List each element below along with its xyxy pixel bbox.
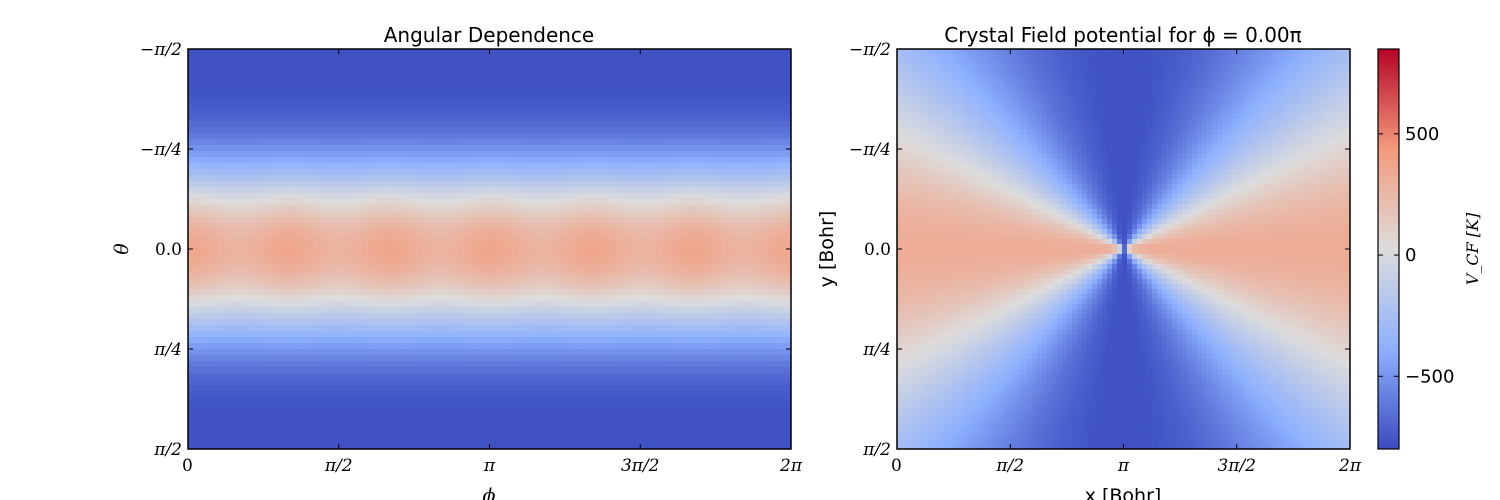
y-tick-label: π/4 bbox=[153, 340, 182, 360]
y-tick-label: −π/4 bbox=[849, 140, 891, 160]
plot2-ylabel: y [Bohr] bbox=[816, 211, 838, 288]
y-tick-label: π/2 bbox=[153, 440, 182, 460]
x-tick-label: 2π bbox=[1338, 456, 1362, 476]
x-tick-label: π/2 bbox=[324, 456, 353, 476]
x-tick-label: π bbox=[1117, 456, 1130, 476]
y-tick-label: −π/4 bbox=[140, 140, 182, 160]
colorbar-frame bbox=[1377, 48, 1400, 450]
y-tick-label: −π/2 bbox=[140, 40, 182, 60]
crystal-field-heatmap bbox=[897, 49, 1350, 449]
colorbar-tick-label: 0 bbox=[1405, 245, 1416, 266]
colorbar-gradient bbox=[1378, 49, 1399, 449]
plot2-ticks: 0 π/2 π 3π/2 2π−π/2−π/40.0π/4π/2 bbox=[849, 40, 1362, 476]
x-tick-label: π/2 bbox=[995, 456, 1024, 476]
angular-dependence-plot: 0 π/2 π 3π/2 2π−π/2−π/40.0π/4π/2 Angular Dep… bbox=[111, 23, 803, 500]
x-tick-label: 2π bbox=[779, 456, 803, 476]
x-tick-label: 3π/2 bbox=[621, 456, 660, 476]
plot2-xlabel: x [Bohr] bbox=[1085, 485, 1162, 500]
y-tick-label: π/2 bbox=[862, 440, 891, 460]
colorbar: 500 0 −500 V_CF [K] bbox=[1377, 48, 1482, 450]
plot1-title: Angular Dependence bbox=[384, 23, 594, 47]
y-tick-label: 0.0 bbox=[155, 240, 182, 260]
plot2-title: Crystal Field potential for ϕ = 0.00π bbox=[944, 23, 1301, 47]
crystal-field-plot: 0 π/2 π 3π/2 2π−π/2−π/40.0π/4π/2 Crystal Fie… bbox=[816, 23, 1362, 500]
x-tick-label: 0 bbox=[891, 456, 902, 476]
colorbar-tick-label: 500 bbox=[1405, 124, 1439, 145]
colorbar-label: V_CF [K] bbox=[1463, 212, 1482, 285]
angular-heatmap bbox=[188, 49, 791, 449]
x-tick-label: π bbox=[483, 456, 496, 476]
plot1-xlabel: ϕ bbox=[483, 485, 496, 500]
x-tick-label: 0 bbox=[182, 456, 193, 476]
x-tick-label: 3π/2 bbox=[1217, 456, 1256, 476]
colorbar-tick-label: −500 bbox=[1405, 366, 1454, 387]
y-tick-label: π/4 bbox=[862, 340, 891, 360]
colorbar-ticks: 500 0 −500 bbox=[1378, 124, 1454, 387]
plot1-ylabel: θ bbox=[111, 243, 133, 255]
y-tick-label: 0.0 bbox=[864, 240, 891, 260]
plot1-ticks: 0 π/2 π 3π/2 2π−π/2−π/40.0π/4π/2 bbox=[140, 40, 803, 476]
y-tick-label: −π/2 bbox=[849, 40, 891, 60]
